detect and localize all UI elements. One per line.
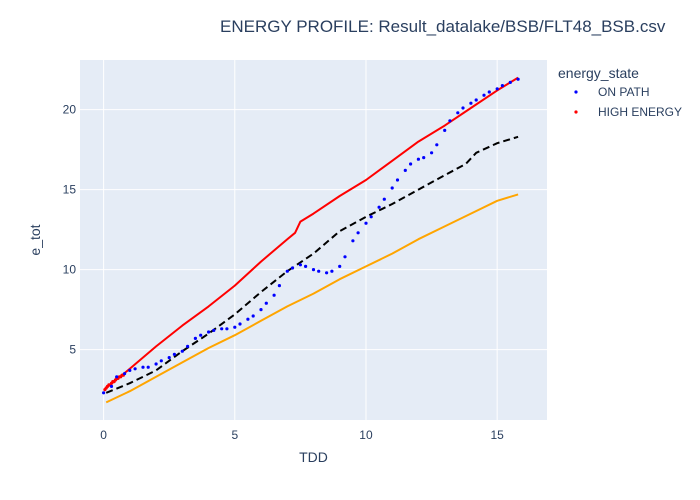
scatter-points xyxy=(102,77,520,395)
point-on-path xyxy=(409,162,413,166)
legend-label-high-energy: HIGH ENERGY xyxy=(598,105,682,119)
point-on-path xyxy=(390,186,394,190)
point-on-path xyxy=(364,221,368,225)
point-on-path xyxy=(246,317,250,321)
point-on-path xyxy=(456,111,460,115)
point-on-path xyxy=(448,119,452,123)
point-on-path xyxy=(154,362,158,366)
point-on-path xyxy=(264,301,268,305)
point-on-path xyxy=(461,106,465,110)
point-on-path xyxy=(220,327,224,331)
y-tick-label: 10 xyxy=(63,263,77,277)
point-on-path xyxy=(285,269,289,273)
legend[interactable]: energy_state ON PATH HIGH ENERGY xyxy=(558,65,682,119)
point-on-path xyxy=(225,327,229,331)
legend-title: energy_state xyxy=(558,65,639,81)
point-on-path xyxy=(495,87,499,91)
x-tick-label: 10 xyxy=(359,428,373,442)
point-on-path xyxy=(133,367,137,371)
point-on-path xyxy=(233,325,237,329)
legend-label-on-path: ON PATH xyxy=(598,85,650,99)
point-on-path xyxy=(159,359,163,363)
point-on-path xyxy=(482,93,486,97)
point-on-path xyxy=(311,268,316,272)
x-tick-label: 0 xyxy=(100,428,107,442)
point-on-path xyxy=(141,365,145,369)
point-on-path xyxy=(251,314,255,318)
point-on-path xyxy=(369,215,373,219)
point-on-path xyxy=(474,98,478,102)
point-on-path xyxy=(317,269,321,273)
point-on-path xyxy=(290,266,295,270)
point-on-path xyxy=(238,322,242,326)
y-tick-label: 15 xyxy=(63,183,77,197)
point-on-path xyxy=(330,269,334,273)
point-on-path xyxy=(443,128,447,132)
y-tick-labels: 5 10 15 20 xyxy=(63,103,77,357)
series-line-ffa500 xyxy=(105,193,519,404)
x-tick-labels: 0 5 10 15 xyxy=(100,428,504,442)
series-line-000000 xyxy=(105,135,519,394)
point-on-path xyxy=(351,239,355,243)
point-on-path xyxy=(343,255,347,259)
point-on-path xyxy=(430,151,434,155)
series-line-ff0000 xyxy=(105,76,519,389)
point-on-path xyxy=(304,264,308,268)
point-on-path xyxy=(356,231,360,235)
point-on-path xyxy=(277,284,281,288)
point-on-path xyxy=(167,356,171,360)
point-on-path xyxy=(435,143,439,147)
x-tick-label: 5 xyxy=(231,428,238,442)
point-on-path xyxy=(338,264,342,268)
point-on-path xyxy=(325,271,329,275)
point-on-path xyxy=(272,293,276,297)
point-on-path xyxy=(516,77,520,81)
plot-background xyxy=(80,60,547,420)
point-on-path xyxy=(115,375,119,379)
x-tick-label: 15 xyxy=(490,428,504,442)
point-on-path xyxy=(207,330,211,334)
point-on-path xyxy=(298,263,302,267)
point-on-path xyxy=(416,157,420,161)
point-on-path xyxy=(199,333,203,337)
point-on-path xyxy=(212,328,216,332)
point-on-path xyxy=(377,205,381,209)
y-axis-label: e_tot xyxy=(27,224,43,255)
legend-marker-high-energy xyxy=(574,110,578,114)
point-on-path xyxy=(180,349,184,353)
y-tick-label: 5 xyxy=(69,343,76,357)
point-on-path xyxy=(487,90,491,94)
point-on-path xyxy=(109,384,114,388)
x-axis-label: TDD xyxy=(299,449,328,465)
point-on-path xyxy=(123,372,127,376)
series-lines xyxy=(105,76,519,404)
point-on-path xyxy=(500,84,504,88)
point-on-path xyxy=(186,344,190,348)
y-tick-label: 20 xyxy=(63,103,77,117)
legend-item-on-path[interactable]: ON PATH xyxy=(574,85,650,99)
point-on-path xyxy=(422,156,426,160)
point-on-path xyxy=(193,336,197,340)
point-on-path xyxy=(403,168,407,172)
point-on-path xyxy=(382,197,386,201)
point-on-path xyxy=(128,368,132,372)
point-on-path xyxy=(508,80,512,84)
point-on-path xyxy=(395,178,400,182)
point-on-path xyxy=(146,365,150,369)
point-on-path xyxy=(259,308,263,312)
point-on-path xyxy=(172,352,176,356)
point-on-path xyxy=(102,391,106,395)
chart-title: ENERGY PROFILE: Result_datalake/BSB/FLT4… xyxy=(220,17,666,36)
legend-marker-on-path xyxy=(574,90,578,94)
legend-item-high-energy[interactable]: HIGH ENERGY xyxy=(574,105,682,119)
point-on-path xyxy=(469,101,473,105)
